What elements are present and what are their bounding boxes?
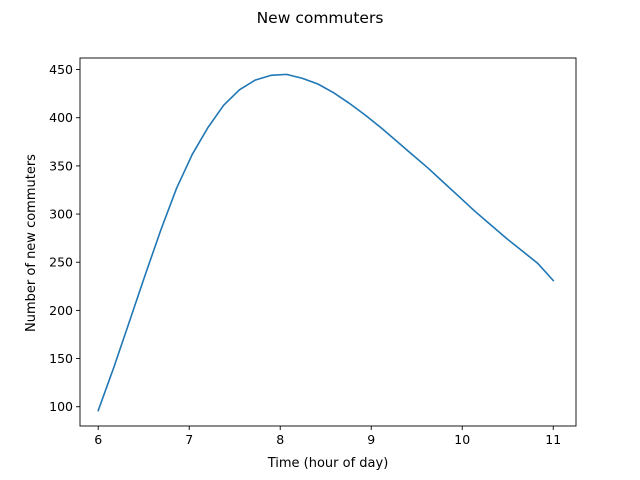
x-tick-label: 10 bbox=[454, 432, 470, 447]
series-line-0 bbox=[97, 73, 555, 412]
x-tick-label: 6 bbox=[94, 432, 102, 447]
x-tick-label: 11 bbox=[545, 432, 561, 447]
y-tick-label: 100 bbox=[49, 399, 73, 414]
x-tick-label: 7 bbox=[185, 432, 193, 447]
y-tick-label: 250 bbox=[49, 255, 73, 270]
y-tick-label: 300 bbox=[49, 207, 73, 222]
x-tick-label: 9 bbox=[367, 432, 375, 447]
y-tick-label: 350 bbox=[49, 158, 73, 173]
y-axis-title: Number of new commuters bbox=[24, 154, 39, 332]
chart-title: New commuters bbox=[257, 9, 384, 27]
x-tick-label: 8 bbox=[276, 432, 284, 447]
plot-area bbox=[97, 73, 555, 412]
plot-frame bbox=[79, 57, 577, 427]
y-tick-label: 150 bbox=[49, 351, 73, 366]
axes: 6 7 8 9 10 11 100 150 200 250 300 350 400 450 bbox=[49, 57, 577, 447]
y-tick-label: 200 bbox=[49, 303, 73, 318]
x-axis-title: Time (hour of day) bbox=[267, 456, 389, 471]
y-tick-label: 400 bbox=[49, 110, 73, 125]
y-tick-label: 450 bbox=[49, 62, 73, 77]
